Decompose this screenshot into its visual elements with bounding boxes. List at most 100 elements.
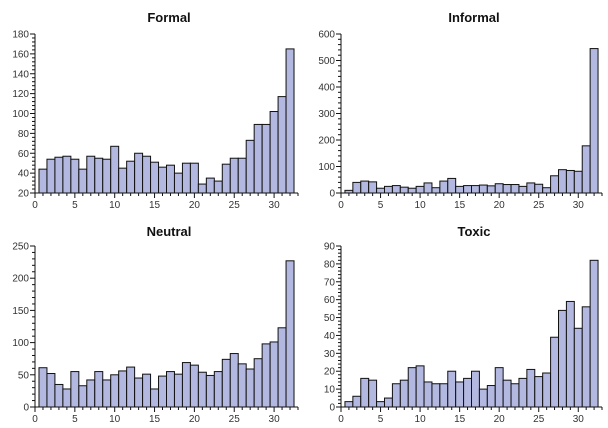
histogram-bar — [368, 181, 378, 194]
histogram-bar — [558, 169, 567, 194]
x-tick-label: 15 — [149, 200, 161, 211]
y-tick-label: 50 — [324, 313, 336, 324]
histogram-bar — [439, 180, 449, 194]
histogram-bar — [62, 155, 72, 194]
histogram-bar — [46, 158, 56, 194]
histogram-bar — [269, 111, 279, 194]
histogram-bar — [94, 371, 104, 408]
histogram-bar — [54, 156, 64, 194]
histogram-bar — [269, 341, 279, 408]
histogram-bar — [46, 373, 56, 408]
y-tick-label: 140 — [12, 69, 29, 80]
histogram-bar — [142, 373, 152, 408]
y-tick-label: 20 — [324, 367, 336, 378]
y-tick-label: 200 — [318, 136, 335, 147]
histogram-bar — [439, 383, 449, 408]
histogram-bar — [261, 343, 271, 408]
histogram-bar — [573, 327, 583, 408]
x-tick-label: 30 — [573, 200, 585, 211]
histogram-bar — [181, 162, 191, 194]
panel-title: Formal — [147, 10, 190, 25]
histogram-bar — [399, 379, 409, 408]
x-tick-label: 15 — [149, 414, 161, 425]
histogram-bar — [471, 185, 480, 194]
histogram-bar — [229, 157, 239, 194]
histogram-bar — [494, 367, 504, 408]
panel-title: Neutral — [147, 224, 192, 239]
histogram-bar — [38, 367, 48, 408]
x-tick-label: 20 — [494, 414, 506, 425]
x-tick-label: 5 — [378, 414, 384, 425]
histogram-bar — [173, 373, 183, 408]
x-tick-label: 30 — [269, 200, 281, 211]
histogram-bar — [415, 185, 425, 194]
histogram-bar — [407, 187, 417, 194]
x-tick-label: 30 — [269, 414, 281, 425]
y-tick-label: 80 — [18, 129, 30, 140]
histogram-bar — [542, 187, 552, 194]
y-tick-label: 0 — [329, 403, 335, 414]
y-tick-label: 250 — [12, 242, 29, 253]
histogram-bar — [376, 401, 386, 408]
y-tick-label: 70 — [324, 277, 336, 288]
histogram-bar — [237, 157, 247, 194]
histogram-bar — [565, 169, 575, 194]
histogram-bar — [494, 183, 504, 194]
histogram-bar — [518, 377, 528, 408]
y-tick-label: 90 — [324, 242, 336, 253]
histogram-bar — [447, 370, 457, 408]
y-tick-label: 500 — [318, 56, 335, 67]
histogram-bar — [189, 364, 199, 408]
histogram-bar — [463, 185, 473, 194]
histogram-bar — [166, 371, 175, 408]
histogram-bar — [431, 383, 441, 408]
y-tick-label: 600 — [318, 30, 335, 41]
histogram-bar — [277, 327, 287, 408]
panel-neutral: Neutral 0 5 10 15 20 25 30 0 50 100 150 200 250 — [12, 224, 299, 425]
panel-toxic: Toxic 0 5 10 15 20 25 30 0 10 20 30 40 50 60 70 80 90 — [324, 224, 603, 425]
histogram-bar — [376, 187, 386, 194]
y-tick-label: 100 — [12, 109, 29, 120]
histogram-bar — [526, 182, 536, 194]
histogram-bar — [391, 383, 401, 408]
x-tick-label: 20 — [494, 200, 506, 211]
x-tick-label: 10 — [109, 200, 121, 211]
x-tick-label: 30 — [573, 414, 585, 425]
histogram-bar — [565, 300, 575, 408]
histogram-bar — [118, 370, 128, 408]
histogram-bar — [581, 145, 591, 194]
histogram-bar — [173, 172, 183, 194]
histogram-bar — [510, 383, 520, 408]
y-tick-label: 40 — [324, 331, 336, 342]
histogram-bar — [589, 48, 599, 194]
histogram-bar — [221, 163, 231, 194]
histogram-bar — [463, 377, 473, 408]
panel-title: Informal — [448, 10, 499, 25]
histogram-bar — [78, 168, 88, 194]
histogram-bar — [38, 168, 48, 194]
y-tick-label: 20 — [18, 189, 30, 200]
histogram-bar — [360, 377, 370, 408]
histogram-bar — [384, 397, 393, 408]
x-tick-label: 5 — [72, 200, 78, 211]
y-tick-label: 150 — [12, 306, 29, 317]
histogram-bar — [78, 385, 88, 408]
histogram-bar — [102, 379, 112, 408]
histogram-bar — [486, 385, 496, 408]
histogram-bar — [471, 370, 480, 408]
histogram-bar — [70, 158, 80, 194]
histogram-bar — [447, 177, 457, 194]
x-tick-label: 20 — [189, 200, 201, 211]
histogram-bar — [126, 366, 136, 408]
histogram-bar — [455, 185, 465, 194]
histogram-bar — [534, 183, 544, 194]
histogram-bar — [455, 381, 465, 408]
histogram-bar — [550, 175, 559, 194]
histogram-bar — [526, 368, 536, 408]
y-tick-label: 10 — [324, 385, 336, 396]
histogram-bar — [478, 184, 488, 194]
histogram-bar — [54, 383, 64, 408]
histogram-bar — [213, 371, 223, 408]
y-tick-label: 0 — [329, 189, 335, 200]
